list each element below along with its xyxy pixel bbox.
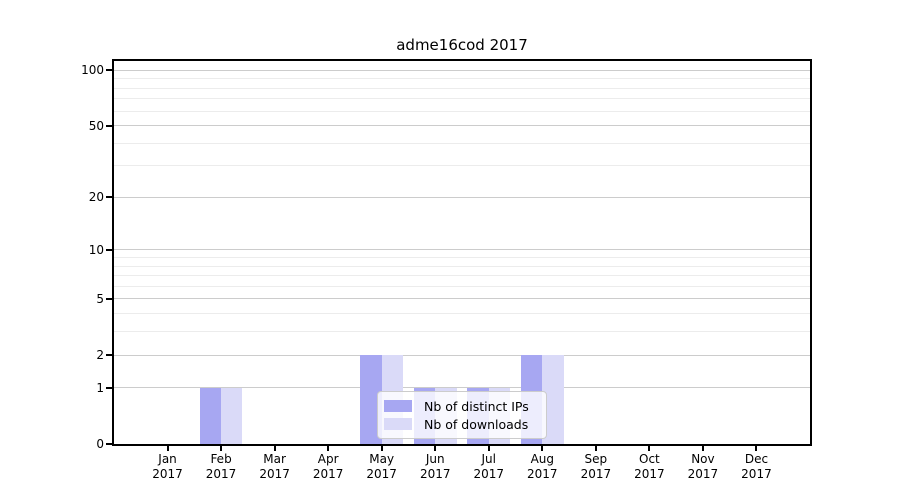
x-tick-label-month: Sep bbox=[584, 452, 608, 466]
x-tick-label-nov: Nov 2017 bbox=[676, 452, 730, 482]
y-tick-20 bbox=[106, 196, 112, 199]
minor-gridline-90 bbox=[114, 78, 810, 80]
x-tick-label-aug: Aug 2017 bbox=[515, 452, 569, 482]
minor-gridline-70 bbox=[114, 98, 810, 100]
minor-gridline-8 bbox=[114, 265, 810, 267]
x-tick-label-year: 2017 bbox=[687, 467, 719, 481]
x-tick-label-month: Jul bbox=[481, 452, 496, 466]
y-tick-label-2: 2 bbox=[96, 348, 104, 363]
major-gridline-5 bbox=[114, 298, 810, 300]
y-tick-1 bbox=[106, 386, 112, 389]
major-gridline-10 bbox=[114, 249, 810, 251]
x-tick-label-jun: Jun 2017 bbox=[408, 452, 462, 482]
x-tick-label-year: 2017 bbox=[473, 467, 505, 481]
x-tick-label-month: Oct bbox=[639, 452, 660, 466]
x-tick-jun bbox=[434, 446, 437, 451]
x-tick-label-may: May 2017 bbox=[355, 452, 409, 482]
x-tick-label-month: Jan bbox=[158, 452, 177, 466]
minor-gridline-9 bbox=[114, 257, 810, 258]
major-gridline-50 bbox=[114, 125, 810, 127]
x-tick-apr bbox=[327, 446, 330, 451]
x-tick-label-month: Aug bbox=[530, 452, 555, 466]
x-tick-jul bbox=[487, 446, 490, 451]
plot-area: Nb of distinct IPs Nb of downloads 0 1 2 5 10… bbox=[81, 59, 812, 481]
y-tick-label-10: 10 bbox=[88, 242, 104, 257]
minor-gridline-6 bbox=[114, 285, 810, 287]
x-tick-label-month: Nov bbox=[691, 452, 715, 466]
x-tick-label-month: Mar bbox=[263, 452, 286, 466]
x-tick-label-month: Jun bbox=[425, 452, 445, 466]
y-tick-0 bbox=[106, 443, 112, 445]
bar-nb-of-distinct-ips-feb bbox=[199, 387, 222, 444]
x-tick-label-oct: Oct 2017 bbox=[622, 452, 676, 482]
y-tick-label-20: 20 bbox=[88, 190, 104, 205]
y-tick-label-50: 50 bbox=[88, 118, 104, 133]
y-tick-2 bbox=[106, 354, 112, 357]
x-tick-aug bbox=[541, 446, 544, 451]
x-tick-label-month: Apr bbox=[317, 452, 339, 466]
y-tick-50 bbox=[106, 124, 112, 127]
x-tick-label-feb: Feb 2017 bbox=[194, 452, 248, 482]
x-tick-label-year: 2017 bbox=[312, 467, 344, 481]
y-tick-10 bbox=[106, 248, 112, 251]
x-tick-label-mar: Mar 2017 bbox=[248, 452, 302, 482]
minor-gridline-40 bbox=[114, 142, 810, 144]
major-gridline-2 bbox=[114, 354, 810, 356]
y-tick-label-1: 1 bbox=[96, 380, 104, 395]
legend-swatch-nb-of-downloads bbox=[384, 418, 412, 430]
x-tick-feb bbox=[220, 446, 223, 451]
x-tick-oct bbox=[648, 446, 651, 451]
x-tick-label-year: 2017 bbox=[205, 467, 237, 481]
y-tick-label-0: 0 bbox=[96, 437, 104, 451]
legend-item-nb-of-downloads: Nb of downloads bbox=[384, 415, 536, 433]
x-tick-label-year: 2017 bbox=[580, 467, 612, 481]
minor-gridline-4 bbox=[114, 313, 810, 315]
legend: Nb of distinct IPs Nb of downloads bbox=[377, 391, 547, 439]
x-tick-label-jan: Jan 2017 bbox=[141, 452, 195, 482]
major-gridline-1 bbox=[114, 387, 810, 389]
bar-nb-of-distinct-ips-may bbox=[360, 355, 382, 444]
minor-gridline-7 bbox=[114, 275, 810, 277]
x-tick-dec bbox=[755, 446, 758, 451]
x-tick-label-year: 2017 bbox=[741, 467, 772, 481]
minor-gridline-80 bbox=[114, 87, 810, 89]
chart-title: adme16cod 2017 bbox=[396, 36, 528, 54]
x-tick-label-year: 2017 bbox=[419, 467, 451, 481]
y-tick-100 bbox=[106, 69, 112, 72]
x-tick-nov bbox=[701, 446, 704, 451]
minor-gridline-60 bbox=[114, 110, 810, 112]
x-tick-label-apr: Apr 2017 bbox=[301, 452, 355, 482]
minor-gridline-3 bbox=[114, 331, 810, 333]
x-tick-label-year: 2017 bbox=[259, 467, 290, 481]
legend-label: Nb of distinct IPs bbox=[424, 398, 529, 414]
x-tick-label-month: May bbox=[369, 452, 395, 466]
x-tick-label-dec: Dec 2017 bbox=[729, 452, 783, 482]
x-tick-may bbox=[380, 446, 383, 451]
y-tick-label-100: 100 bbox=[81, 63, 104, 78]
major-gridline-20 bbox=[114, 196, 810, 198]
x-tick-label-year: 2017 bbox=[366, 467, 397, 481]
x-tick-label-year: 2017 bbox=[152, 467, 183, 481]
x-tick-label-year: 2017 bbox=[634, 467, 665, 481]
x-tick-label-month: Dec bbox=[744, 452, 769, 466]
bar-nb-of-downloads-feb bbox=[221, 387, 243, 444]
major-gridline-100 bbox=[114, 69, 810, 71]
x-tick-label-month: Feb bbox=[210, 452, 232, 466]
bar-nb-of-downloads-aug bbox=[542, 355, 564, 444]
legend-label: Nb of downloads bbox=[424, 416, 529, 432]
x-tick-jan bbox=[166, 446, 169, 451]
x-tick-label-jul: Jul 2017 bbox=[462, 452, 516, 482]
x-tick-label-year: 2017 bbox=[527, 467, 558, 481]
minor-gridline-30 bbox=[114, 165, 810, 167]
y-tick-5 bbox=[106, 297, 112, 300]
x-tick-label-sep: Sep 2017 bbox=[569, 452, 623, 482]
legend-item-nb-of-distinct-ips: Nb of distinct IPs bbox=[384, 397, 536, 415]
x-tick-sep bbox=[594, 446, 597, 451]
x-tick-mar bbox=[273, 446, 276, 451]
legend-swatch-nb-of-distinct-ips bbox=[384, 400, 412, 412]
y-tick-label-5: 5 bbox=[96, 291, 104, 306]
